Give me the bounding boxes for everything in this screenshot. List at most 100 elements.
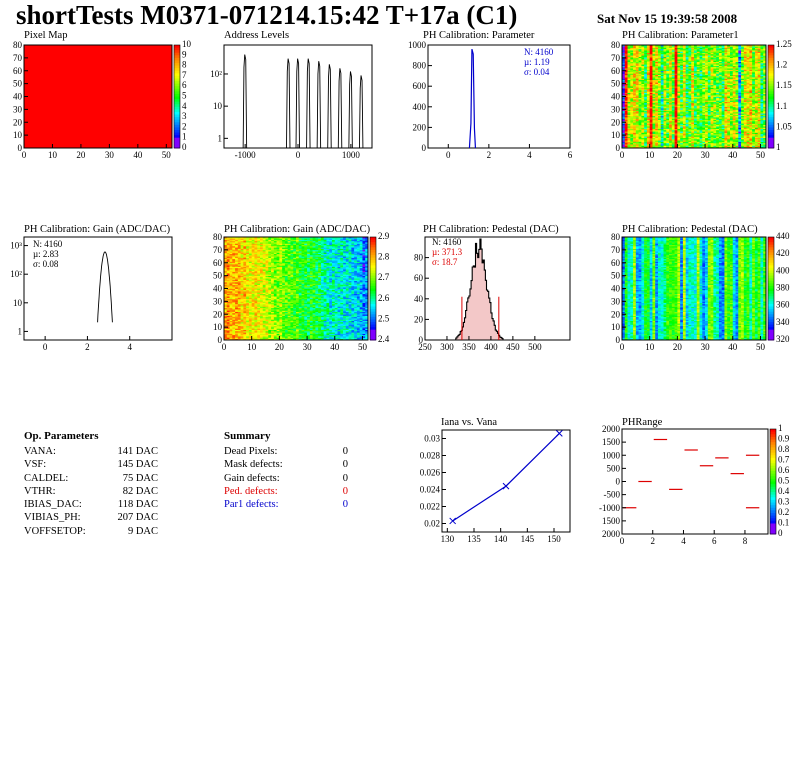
heatmap-cell <box>658 99 662 101</box>
heatmap-cell <box>688 141 692 144</box>
heatmap-cell <box>760 99 764 101</box>
heatmap-cell <box>685 132 689 135</box>
heatmap-cell <box>243 312 247 315</box>
heatmap-cell <box>691 100 695 102</box>
heatmap-cell <box>721 97 725 100</box>
heatmap-cell <box>646 96 650 99</box>
heatmap-cell <box>682 81 686 83</box>
heatmap-cell <box>235 329 239 332</box>
heatmap-cell <box>243 327 247 329</box>
heatmap-cell <box>721 93 725 96</box>
heatmap-cell <box>710 123 714 126</box>
heatmap-cell <box>232 305 236 307</box>
heatmap-cell <box>655 90 659 92</box>
heatmap-cell <box>652 137 656 140</box>
colorbar-label: 2 <box>182 121 187 131</box>
heatmap-cell <box>724 48 728 51</box>
heatmap-cell <box>707 59 711 61</box>
heatmap-cell <box>721 59 725 61</box>
heatmap-cell <box>743 145 747 148</box>
heatmap-cell <box>674 120 678 123</box>
heatmap-cell <box>652 138 656 141</box>
heatmap-cell <box>669 48 673 51</box>
heatmap-cell <box>229 240 233 243</box>
heatmap-cell <box>226 305 230 307</box>
heatmap-cell <box>226 280 230 283</box>
heatmap-cell <box>705 84 709 87</box>
heatmap-cell <box>749 50 753 52</box>
heatmap-cell <box>229 251 233 253</box>
heatmap-cell <box>674 132 678 135</box>
heatmap-cell <box>674 113 678 115</box>
heatmap-cell <box>652 136 656 138</box>
heatmap-cell <box>229 311 233 314</box>
heatmap-cell <box>243 302 247 305</box>
heatmap-cell <box>666 140 670 142</box>
heatmap-cell <box>671 65 675 68</box>
heatmap-cell <box>627 65 631 68</box>
heatmap-cell <box>685 60 689 63</box>
heatmap-cell <box>641 136 645 138</box>
heatmap-cell <box>688 133 692 136</box>
heatmap-cell <box>702 79 706 82</box>
heatmap-cell <box>240 284 244 287</box>
heatmap-cell <box>627 95 631 97</box>
y-tick-label: 0 <box>18 143 23 153</box>
heatmap-cell <box>649 120 653 123</box>
heatmap-cell <box>741 91 745 93</box>
heatmap-cell <box>754 113 758 115</box>
heatmap-cell <box>658 133 662 136</box>
heatmap-cell <box>760 145 764 148</box>
heatmap-cell <box>677 126 681 128</box>
heatmap-cell <box>749 60 753 63</box>
heatmap-cell <box>649 65 653 68</box>
heatmap-cell <box>622 74 626 77</box>
heatmap-cell <box>691 128 695 131</box>
heatmap-cell <box>763 45 767 47</box>
heatmap-cell <box>688 113 692 115</box>
heatmap-cell <box>688 140 692 142</box>
heatmap-cell <box>658 141 662 144</box>
heatmap-cell <box>691 63 695 65</box>
heatmap-cell <box>677 129 681 132</box>
heatmap-cell <box>688 114 692 117</box>
heatmap-cell <box>732 70 736 73</box>
heatmap-cell <box>644 144 648 146</box>
heatmap-cell <box>741 45 745 47</box>
heatmap-cell <box>649 129 653 132</box>
heatmap-cell <box>757 101 761 104</box>
heatmap-cell <box>660 127 664 129</box>
heatmap-cell <box>682 70 686 73</box>
heatmap-cell <box>718 54 722 56</box>
heatmap-cell <box>732 91 736 93</box>
heatmap-cell <box>655 118 659 120</box>
heatmap-cell <box>718 72 722 74</box>
heatmap-cell <box>674 45 678 47</box>
heatmap-cell <box>746 118 750 120</box>
heatmap-cell <box>738 136 742 138</box>
heatmap-cell <box>721 102 725 105</box>
heatmap-cell <box>682 57 686 60</box>
heatmap-cell <box>694 46 698 48</box>
heatmap-cell <box>655 120 659 123</box>
heatmap-cell <box>682 51 686 54</box>
heatmap-cell <box>235 292 239 294</box>
heatmap-cell <box>760 77 764 79</box>
heatmap-cell <box>235 310 239 312</box>
heatmap-cell <box>682 106 686 109</box>
heatmap-cell <box>743 51 747 54</box>
heatmap-cell <box>660 70 664 73</box>
heatmap-cell <box>718 132 722 135</box>
heatmap-cell <box>669 119 673 122</box>
heatmap-cell <box>627 145 631 148</box>
heatmap-cell <box>649 56 653 59</box>
heatmap-cell <box>691 52 695 55</box>
heatmap-cell <box>741 106 745 109</box>
colorbar-cell <box>174 101 180 105</box>
heatmap-cell <box>633 59 637 61</box>
heatmap-cell <box>649 104 653 106</box>
heatmap-cell <box>633 145 637 148</box>
heatmap-cell <box>710 56 714 59</box>
heatmap-cell <box>641 48 645 51</box>
heatmap-cell <box>732 136 736 138</box>
